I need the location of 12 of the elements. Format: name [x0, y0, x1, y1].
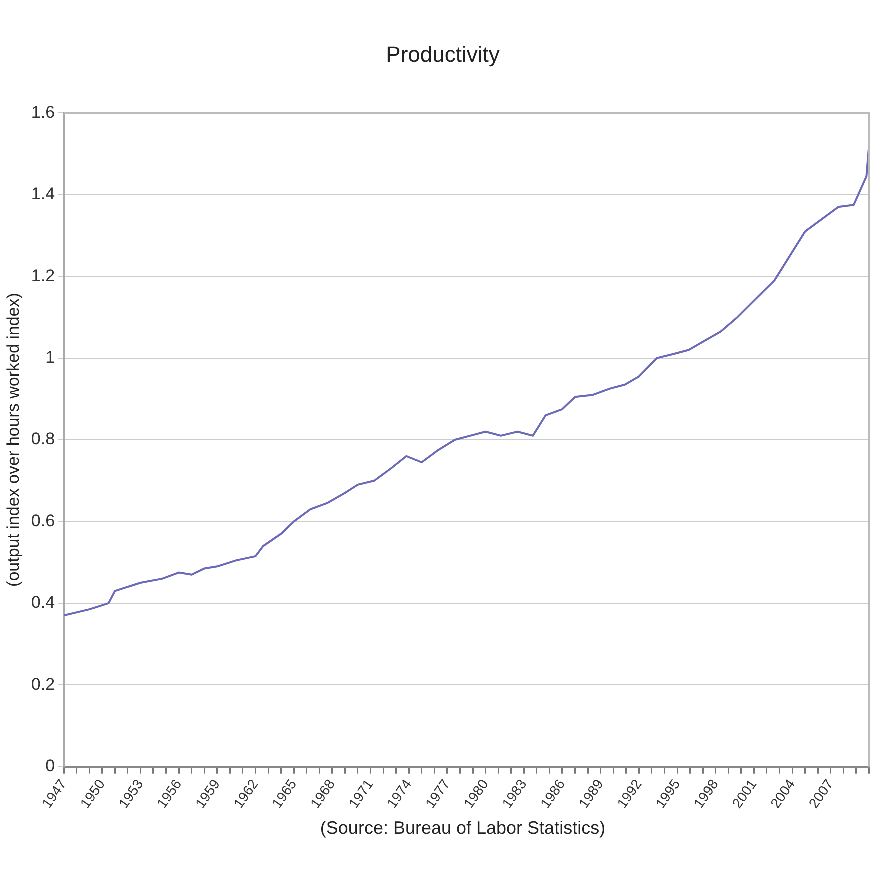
- y-tick-label: 1.6: [31, 102, 56, 122]
- y-tick-label: 1.4: [31, 184, 56, 204]
- y-tick-label: 1.2: [31, 266, 56, 286]
- y-tick-label: 0.6: [31, 511, 56, 530]
- chart-title: Productivity: [385, 42, 501, 68]
- text: (Source: Bureau of Labor Statistics): [319, 818, 607, 839]
- y-axis-title: (output index over hours worked index): [4, 293, 23, 587]
- y-tick-label: 0.4: [31, 593, 56, 612]
- y-tick-label: 0.8: [31, 430, 56, 449]
- y-tick-label: 0: [46, 756, 56, 776]
- y-tick-label: 0.2: [31, 674, 56, 694]
- y-tick-label: 1: [46, 348, 56, 368]
